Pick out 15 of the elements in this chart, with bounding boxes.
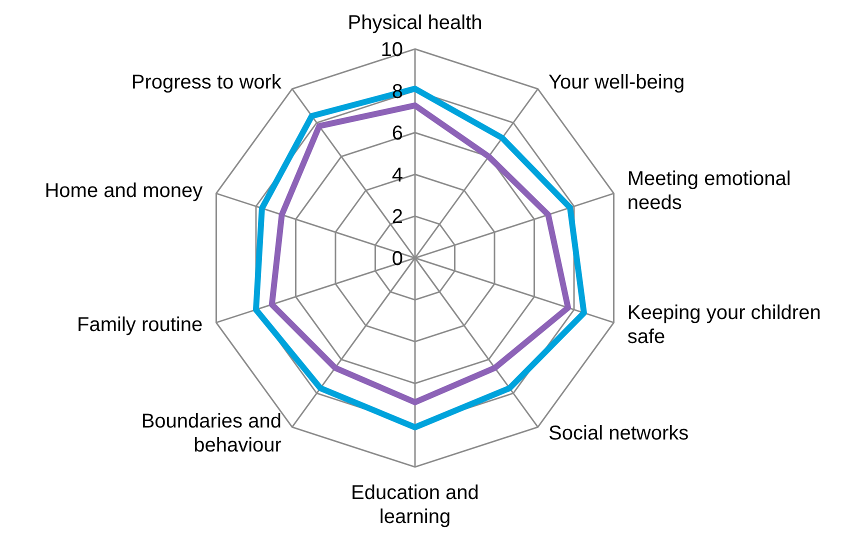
spoke-label: Home and money <box>44 180 203 202</box>
y-tick-label: 4 <box>392 164 403 186</box>
spoke-label: Social networks <box>548 422 689 445</box>
spoke-label: Physical health <box>348 12 482 34</box>
spoke-label: Education and learning <box>351 482 479 528</box>
spoke-label: Keeping your children safe <box>627 302 821 348</box>
spoke-label: Meeting emotional needs <box>627 168 791 214</box>
y-tick-label: 0 <box>392 248 403 270</box>
spoke-label: Family routine <box>77 314 203 336</box>
spoke-label: Your well-being <box>548 71 685 94</box>
spoke-label: Boundaries and behaviour <box>141 410 282 457</box>
y-tick-label: 10 <box>380 39 403 61</box>
y-tick-label: 2 <box>392 206 403 228</box>
spoke-label: Progress to work <box>131 71 282 94</box>
y-tick-label: 6 <box>392 122 403 145</box>
